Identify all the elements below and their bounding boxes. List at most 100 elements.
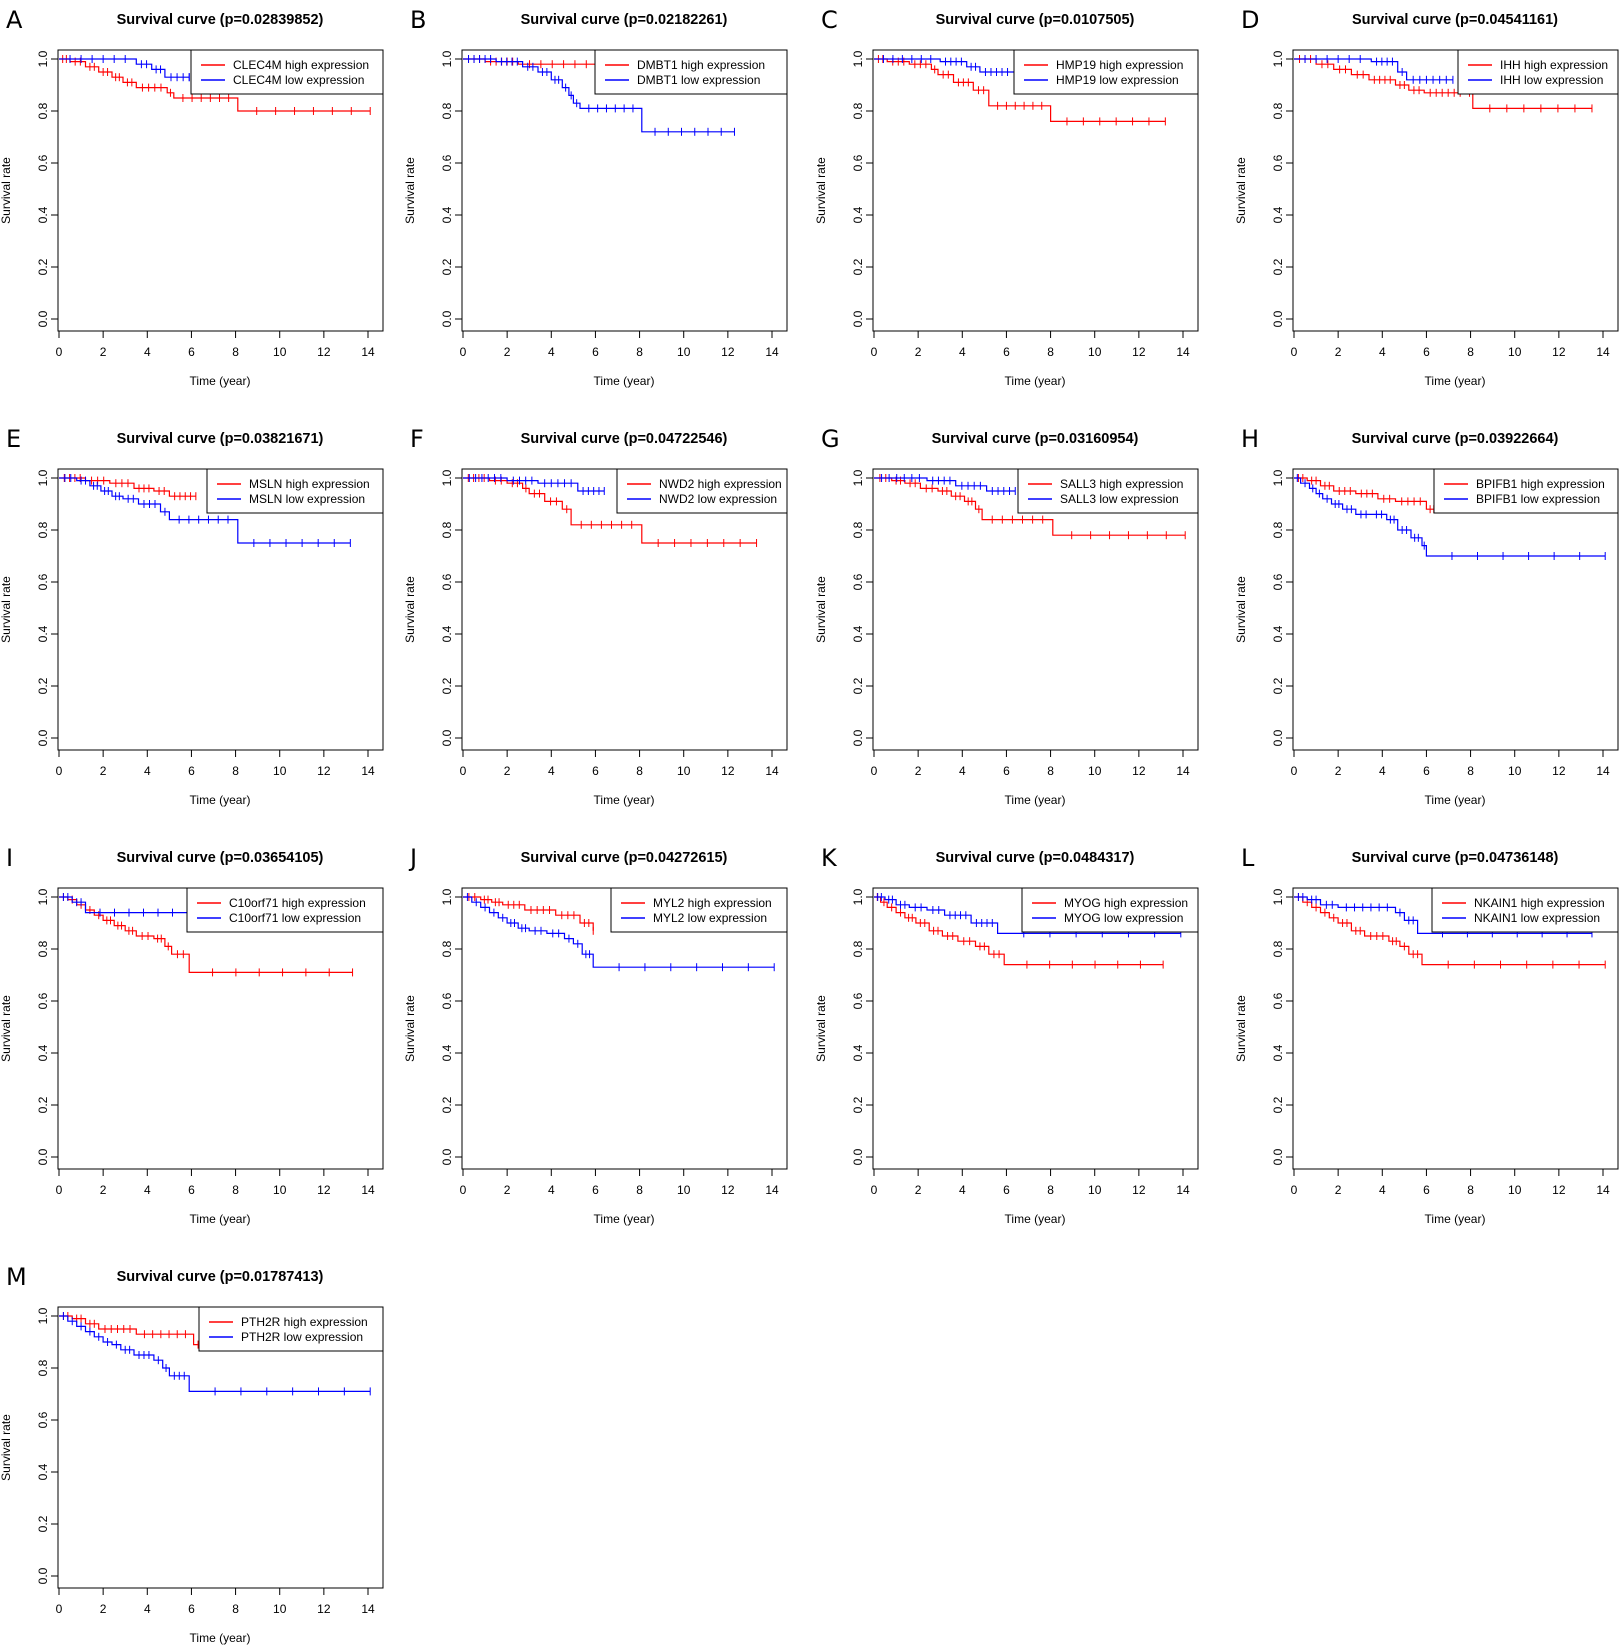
survival-step-line bbox=[1294, 477, 1438, 510]
x-axis-label: Time (year) bbox=[594, 793, 655, 807]
x-tick-label: 2 bbox=[1335, 764, 1342, 778]
x-tick-label: 10 bbox=[273, 345, 287, 359]
x-axis-label: Time (year) bbox=[1005, 793, 1066, 807]
survival-step-line bbox=[463, 477, 757, 544]
legend-label: HMP19 low expression bbox=[1056, 73, 1179, 87]
y-axis-label: Survival rate bbox=[403, 995, 417, 1062]
legend-label: IHH high expression bbox=[1500, 58, 1608, 72]
survival-step-line bbox=[874, 477, 1016, 492]
y-tick-label: 0.8 bbox=[851, 521, 865, 538]
series-high bbox=[59, 893, 354, 977]
x-axis-label: Time (year) bbox=[190, 1212, 251, 1226]
x-tick-label: 4 bbox=[959, 345, 966, 359]
legend-label: BPIFB1 high expression bbox=[1476, 477, 1605, 491]
y-tick-label: 0.4 bbox=[1271, 206, 1285, 223]
y-tick-label: 0.0 bbox=[440, 729, 454, 746]
series-low bbox=[1294, 474, 1606, 560]
x-tick-label: 14 bbox=[1176, 345, 1190, 359]
chart-title: Survival curve (p=0.04541161) bbox=[1352, 12, 1558, 28]
x-tick-label: 10 bbox=[677, 1183, 691, 1197]
y-tick-label: 0.8 bbox=[36, 102, 50, 119]
y-axis-label: Survival rate bbox=[403, 157, 417, 224]
x-tick-label: 10 bbox=[677, 345, 691, 359]
y-tick-label: 0.8 bbox=[440, 521, 454, 538]
survival-step-line bbox=[463, 58, 598, 65]
legend-label: MYL2 low expression bbox=[653, 911, 767, 925]
plot-frame bbox=[1292, 49, 1619, 332]
x-tick-label: 12 bbox=[721, 764, 735, 778]
x-tick-label: 6 bbox=[188, 345, 195, 359]
y-axis-label: Survival rate bbox=[0, 1414, 13, 1481]
legend-box bbox=[1017, 468, 1199, 514]
x-tick-label: 8 bbox=[1467, 764, 1474, 778]
panel-G: G Survival curve (p=0.03160954) 0 2 4 6 8 10 12 1… bbox=[814, 425, 1199, 807]
x-tick-label: 4 bbox=[1379, 345, 1386, 359]
x-tick-label: 14 bbox=[1176, 764, 1190, 778]
x-tick-label: 14 bbox=[361, 345, 375, 359]
series-low bbox=[463, 55, 735, 136]
y-tick-label: 1.0 bbox=[36, 469, 50, 486]
x-tick-label: 6 bbox=[592, 345, 599, 359]
y-tick-label: 0.6 bbox=[36, 573, 50, 590]
x-tick-label: 12 bbox=[317, 1183, 331, 1197]
series-low bbox=[59, 474, 351, 547]
y-tick-label: 1.0 bbox=[1271, 888, 1285, 905]
y-tick-label: 0.4 bbox=[851, 1044, 865, 1061]
legend-label: CLEC4M low expression bbox=[233, 73, 364, 87]
panel-label: B bbox=[410, 6, 426, 34]
x-tick-label: 4 bbox=[144, 764, 151, 778]
y-tick-label: 1.0 bbox=[851, 50, 865, 67]
y-tick-label: 0.2 bbox=[440, 1096, 454, 1113]
y-tick-label: 0.4 bbox=[36, 206, 50, 223]
x-tick-label: 10 bbox=[273, 1602, 287, 1616]
chart-title: Survival curve (p=0.04736148) bbox=[1352, 850, 1559, 866]
y-tick-label: 0.8 bbox=[851, 102, 865, 119]
legend-box bbox=[616, 468, 788, 514]
chart-title: Survival curve (p=0.04272615) bbox=[521, 850, 728, 866]
series-high bbox=[463, 893, 594, 935]
x-tick-label: 0 bbox=[460, 345, 467, 359]
x-tick-label: 4 bbox=[548, 345, 555, 359]
chart-title: Survival curve (p=0.02182261) bbox=[521, 12, 728, 28]
series-high bbox=[1294, 474, 1438, 514]
x-tick-label: 2 bbox=[915, 764, 922, 778]
x-tick-label: 8 bbox=[636, 1183, 643, 1197]
legend-label: NKAIN1 low expression bbox=[1474, 911, 1600, 925]
panel-label: L bbox=[1241, 844, 1255, 872]
y-tick-label: 0.6 bbox=[1271, 154, 1285, 171]
y-tick-label: 0.6 bbox=[36, 1411, 50, 1428]
x-tick-label: 6 bbox=[1423, 764, 1430, 778]
survival-step-line bbox=[59, 896, 192, 929]
legend-box bbox=[1431, 887, 1619, 933]
x-axis-label: Time (year) bbox=[1005, 1212, 1066, 1226]
x-tick-label: 0 bbox=[1291, 764, 1298, 778]
y-tick-label: 0.6 bbox=[440, 573, 454, 590]
y-axis-label: Survival rate bbox=[0, 995, 13, 1062]
x-tick-label: 0 bbox=[871, 1183, 878, 1197]
x-tick-label: 4 bbox=[548, 764, 555, 778]
survival-step-line bbox=[1294, 896, 1592, 934]
x-tick-label: 0 bbox=[56, 1183, 63, 1197]
x-axis-label: Time (year) bbox=[190, 374, 251, 388]
x-tick-label: 6 bbox=[592, 764, 599, 778]
series-high bbox=[59, 474, 197, 501]
chart-title: Survival curve (p=0.01787413) bbox=[117, 1269, 324, 1285]
y-tick-label: 0.2 bbox=[36, 1096, 50, 1113]
x-tick-label: 10 bbox=[1088, 1183, 1102, 1197]
x-tick-label: 6 bbox=[1003, 764, 1010, 778]
panel-L: L Survival curve (p=0.04736148) 0 2 4 6 8 10 12 1… bbox=[1234, 844, 1619, 1226]
y-tick-label: 0.8 bbox=[36, 1359, 50, 1376]
y-tick-label: 0.8 bbox=[1271, 521, 1285, 538]
x-tick-label: 6 bbox=[1003, 345, 1010, 359]
series-high bbox=[874, 474, 1186, 540]
y-axis-label: Survival rate bbox=[403, 576, 417, 643]
x-tick-label: 12 bbox=[721, 345, 735, 359]
x-tick-label: 14 bbox=[361, 764, 375, 778]
x-tick-label: 0 bbox=[56, 764, 63, 778]
chart-title: Survival curve (p=0.04722546) bbox=[521, 431, 728, 447]
x-tick-label: 4 bbox=[1379, 764, 1386, 778]
x-tick-label: 8 bbox=[232, 345, 239, 359]
y-tick-label: 0.0 bbox=[36, 310, 50, 327]
